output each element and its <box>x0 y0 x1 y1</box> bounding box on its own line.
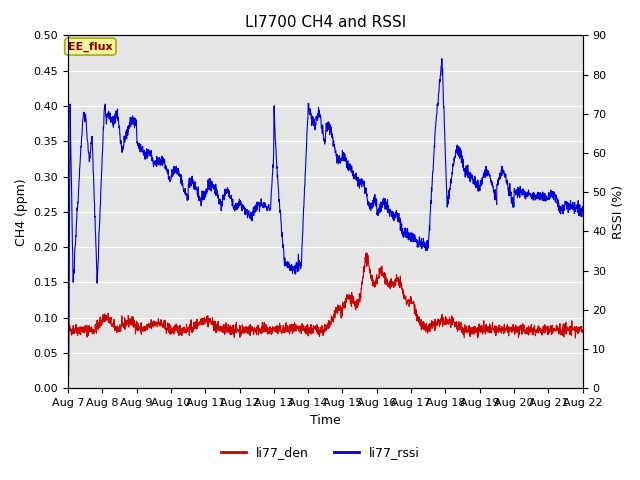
li77_den <box>314 324 322 330</box>
Line: li77_den: li77_den <box>68 71 582 338</box>
Line: li77_rssi: li77_rssi <box>68 59 582 376</box>
li77_rssi <box>65 373 72 379</box>
Legend: li77_den, li77_rssi: li77_den, li77_rssi <box>216 441 424 464</box>
Y-axis label: RSSI (%): RSSI (%) <box>612 185 625 239</box>
li77_den <box>564 326 572 332</box>
li77_rssi <box>64 373 72 379</box>
li77_den <box>579 329 586 335</box>
Title: LI7700 CH4 and RSSI: LI7700 CH4 and RSSI <box>244 15 406 30</box>
li77_rssi <box>564 210 572 216</box>
li77_rssi <box>315 105 323 110</box>
li77_rssi <box>91 200 99 206</box>
li77_rssi <box>438 56 445 61</box>
li77_den <box>469 325 477 331</box>
li77_rssi <box>470 180 477 186</box>
li77_rssi <box>301 183 308 189</box>
Y-axis label: CH4 (ppm): CH4 (ppm) <box>15 178 28 246</box>
li77_den <box>564 328 572 334</box>
X-axis label: Time: Time <box>310 414 340 427</box>
li77_rssi <box>579 207 586 213</box>
li77_rssi <box>564 204 572 210</box>
li77_den <box>301 326 308 332</box>
Text: EE_flux: EE_flux <box>68 41 113 52</box>
li77_den <box>64 68 72 73</box>
li77_den <box>572 335 579 341</box>
li77_den <box>90 328 98 334</box>
